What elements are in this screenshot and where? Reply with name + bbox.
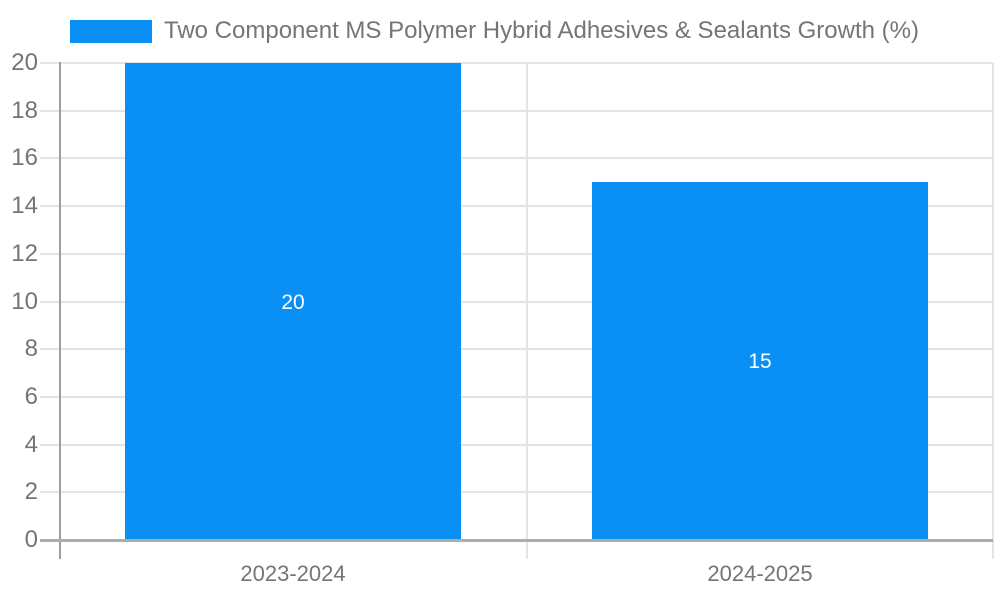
y-tick-label: 18	[11, 96, 38, 124]
y-gridline	[40, 109, 993, 112]
bar	[125, 63, 461, 540]
y-tick-label: 0	[24, 526, 38, 553]
y-gridline	[40, 491, 993, 494]
bar-value-label: 15	[748, 350, 772, 373]
y-tick-label: 4	[24, 430, 38, 458]
y-tick-label: 14	[11, 192, 38, 220]
y-gridline	[40, 205, 993, 208]
y-tick-label: 8	[24, 335, 38, 363]
legend: Two Component MS Polymer Hybrid Adhesive…	[70, 17, 919, 45]
y-gridline	[40, 443, 993, 446]
y-tick-label: 20	[11, 49, 38, 76]
x-axis-label: 2024-2025	[707, 561, 813, 586]
y-gridline	[40, 62, 993, 64]
y-gridline	[40, 348, 993, 351]
bar-value-label: 20	[281, 291, 305, 314]
bar	[592, 182, 928, 540]
x-axis-baseline	[40, 539, 993, 542]
y-tick-label: 6	[24, 382, 38, 410]
y-gridline	[40, 395, 993, 398]
legend-swatch	[70, 19, 152, 43]
legend-label: Two Component MS Polymer Hybrid Adhesive…	[164, 17, 919, 44]
y-gridline	[40, 300, 993, 303]
plot-right-border	[992, 63, 994, 559]
y-tick-label: 10	[11, 287, 38, 315]
y-gridline	[40, 157, 993, 160]
y-tick-label: 2	[24, 478, 38, 506]
category-divider-line	[526, 63, 528, 559]
y-gridline	[40, 252, 993, 255]
x-axis-label: 2023-2024	[240, 561, 346, 586]
y-tick-label: 12	[11, 239, 38, 267]
y-axis-line	[59, 62, 61, 559]
y-tick-label: 16	[11, 144, 38, 172]
